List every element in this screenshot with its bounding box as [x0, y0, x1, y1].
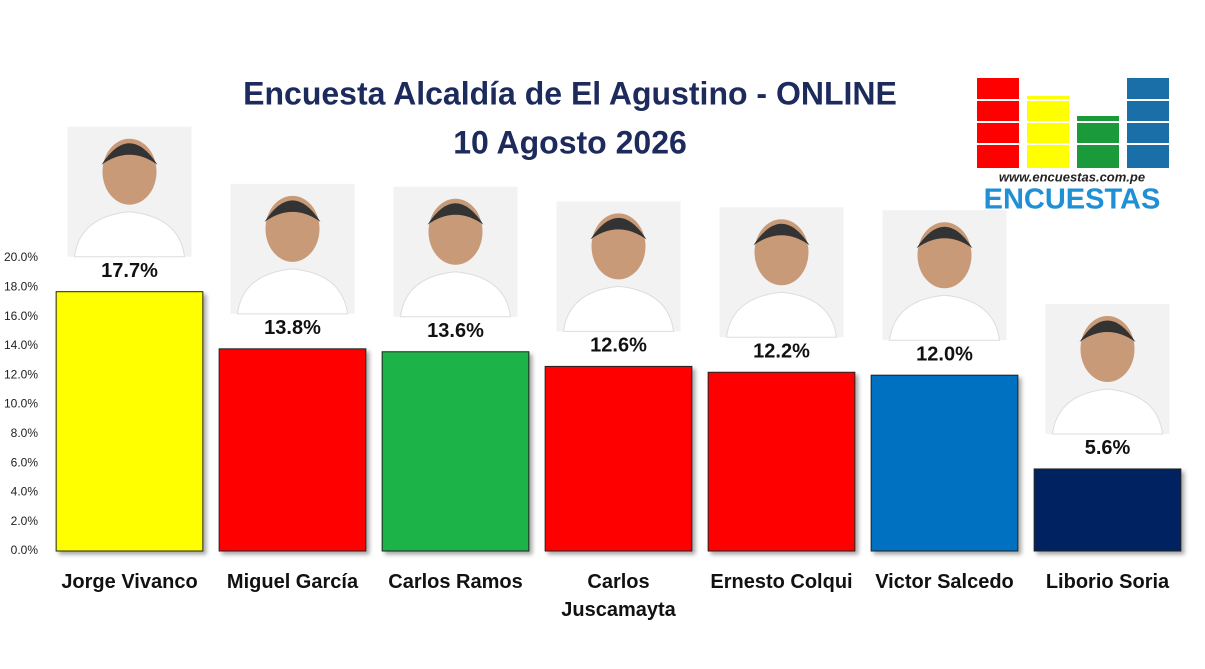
y-tick-label: 6.0%	[11, 455, 39, 469]
y-tick-label: 14.0%	[4, 338, 38, 352]
bar	[707, 371, 856, 552]
y-tick-label: 0.0%	[11, 543, 39, 557]
value-label: 5.6%	[1085, 437, 1131, 459]
bar	[544, 365, 693, 552]
x-tick-label: Jorge Vivanco	[61, 571, 198, 593]
candidate-photo	[67, 126, 192, 258]
photo-hair	[427, 203, 484, 225]
y-tick-label: 16.0%	[4, 309, 38, 323]
y-tick-label: 20.0%	[4, 250, 38, 264]
chart-title: Encuesta Alcaldía de El Agustino - ONLIN…	[243, 75, 897, 111]
y-tick-label: 10.0%	[4, 397, 38, 411]
value-label: 12.2%	[753, 341, 810, 363]
y-tick-label: 4.0%	[11, 485, 39, 499]
photo-body	[236, 268, 349, 315]
y-tick-label: 2.0%	[11, 514, 39, 528]
logo-url: www.encuestas.com.pe	[999, 169, 1145, 184]
x-tick-label: Ernesto Colqui	[710, 571, 853, 593]
candidate-photo	[230, 183, 355, 315]
bar	[1033, 468, 1182, 552]
value-label: 13.8%	[264, 317, 321, 339]
bar	[218, 348, 367, 552]
photo-body	[725, 291, 838, 338]
candidate-photo	[1045, 303, 1170, 435]
y-tick-label: 18.0%	[4, 279, 38, 293]
bar	[55, 291, 204, 552]
photo-hair	[1079, 320, 1136, 342]
photo-body	[73, 211, 186, 258]
logo: www.encuestas.com.pe ENCUESTAS	[975, 78, 1171, 216]
photo-body	[399, 271, 512, 318]
candidate-photo	[556, 201, 681, 332]
x-tick-label: Carlos Ramos	[388, 571, 523, 593]
y-tick-label: 12.0%	[4, 367, 38, 381]
bar	[381, 351, 530, 552]
x-tick-label: Victor Salcedo	[875, 571, 1014, 593]
y-tick-label: 8.0%	[11, 426, 39, 440]
x-tick-label: Miguel García	[226, 571, 359, 593]
photo-body	[888, 294, 1001, 341]
photo-hair	[916, 226, 973, 249]
candidate-photo	[719, 207, 844, 338]
photo-hair	[753, 223, 810, 246]
candidate-photo	[882, 210, 1007, 341]
photo-body	[562, 285, 675, 332]
chart-subtitle: 10 Agosto 2026	[453, 124, 687, 160]
value-label: 12.0%	[916, 343, 973, 365]
value-label: 12.6%	[590, 335, 647, 357]
photo-hair	[101, 143, 158, 165]
photo-body	[1051, 388, 1164, 435]
photo-hair	[264, 200, 321, 222]
bar	[870, 374, 1019, 552]
photo-hair	[590, 217, 647, 240]
logo-name: ENCUESTAS	[984, 184, 1161, 216]
value-label: 13.6%	[427, 320, 484, 342]
x-tick-label: Carlos Juscamayta	[561, 571, 676, 621]
candidate-photo	[393, 186, 518, 318]
value-label: 17.7%	[101, 260, 158, 282]
x-tick-label: Liborio Soria	[1045, 571, 1170, 593]
